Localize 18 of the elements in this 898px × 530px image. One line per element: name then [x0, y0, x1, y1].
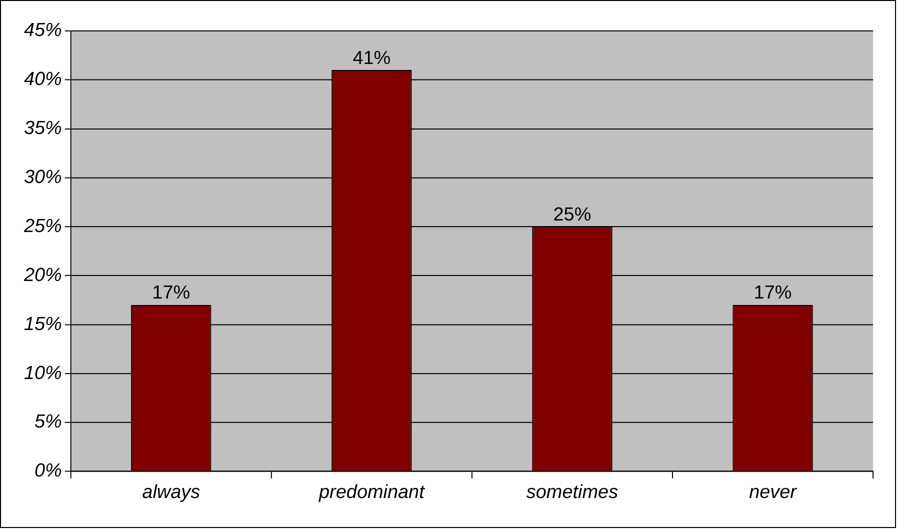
- y-tick-label: 25%: [22, 216, 62, 237]
- y-tick-label: 5%: [34, 412, 62, 433]
- data-label: 41%: [352, 48, 391, 69]
- data-label: 25%: [553, 204, 592, 226]
- y-tick-label: 35%: [24, 118, 62, 140]
- y-tick-label: 15%: [24, 314, 62, 335]
- x-tick-label: never: [749, 482, 798, 503]
- data-label: 17%: [152, 282, 190, 304]
- x-tick-label: predominant: [318, 482, 426, 503]
- data-label: 17%: [754, 282, 792, 304]
- x-tick-label: sometimes: [526, 482, 619, 503]
- y-tick-label: 40%: [24, 69, 62, 90]
- y-tick-label: 10%: [24, 362, 62, 384]
- y-tick-label: 0%: [34, 460, 62, 482]
- x-tick-label: always: [142, 482, 201, 503]
- y-tick-label: 20%: [22, 264, 62, 286]
- y-tick-label: 45%: [24, 20, 62, 42]
- y-tick-label: 30%: [24, 167, 62, 188]
